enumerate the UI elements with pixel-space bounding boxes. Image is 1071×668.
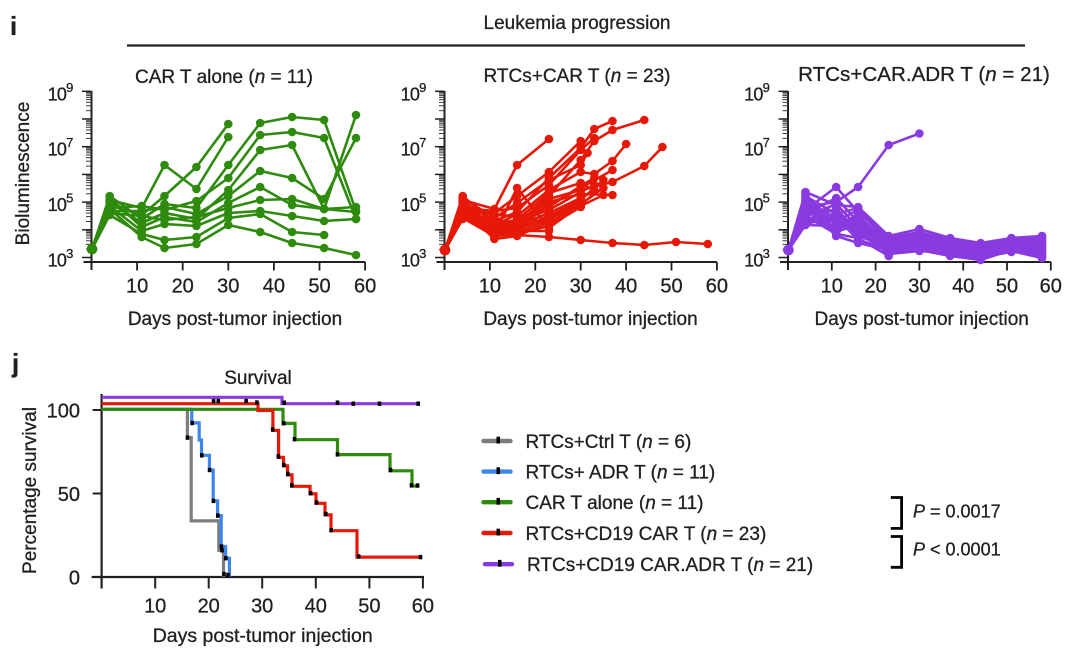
svg-text:100: 100 [47,400,80,422]
svg-text:Bioluminescence: Bioluminescence [13,102,34,246]
svg-text:10: 10 [821,276,843,298]
svg-text:20: 20 [864,276,886,298]
svg-text:30: 30 [908,276,930,298]
svg-text:60: 60 [706,276,728,298]
svg-text:Days post-tumor injection: Days post-tumor injection [153,625,373,647]
svg-text:50: 50 [996,276,1018,298]
svg-text:RTCs+ ADR T (n = 11): RTCs+ ADR T (n = 11) [526,463,716,484]
svg-text:30: 30 [570,276,592,298]
svg-text:RTCs+CD19 CAR.ADR T (n = 21): RTCs+CD19 CAR.ADR T (n = 21) [527,555,813,576]
svg-text:CAR T alone (n = 11): CAR T alone (n = 11) [526,493,704,514]
svg-text:40: 40 [263,276,285,298]
svg-text:CAR T alone (n = 11): CAR T alone (n = 11) [135,67,313,88]
svg-text:50: 50 [660,276,682,298]
svg-text:Days post-tumor injection: Days post-tumor injection [128,309,342,330]
svg-text:RTCs+CAR.ADR T (n = 21): RTCs+CAR.ADR T (n = 21) [798,63,1050,86]
svg-text:50: 50 [58,484,80,506]
svg-text:P = 0.0017: P = 0.0017 [913,502,1001,522]
svg-text:i: i [10,11,17,41]
svg-text:50: 50 [358,596,380,618]
svg-text:Leukemia progression: Leukemia progression [484,13,671,34]
svg-text:40: 40 [305,596,327,618]
svg-text:40: 40 [952,276,974,298]
svg-text:10: 10 [144,596,166,618]
svg-text:P < 0.0001: P < 0.0001 [913,540,1001,560]
svg-text:j: j [11,348,19,378]
svg-text:20: 20 [524,276,546,298]
svg-text:30: 30 [217,276,239,298]
svg-text:Days post-tumor injection: Days post-tumor injection [483,309,697,330]
svg-text:10: 10 [479,276,501,298]
svg-text:20: 20 [198,596,220,618]
svg-text:RTCs+Ctrl T (n = 6): RTCs+Ctrl T (n = 6) [526,432,692,453]
svg-text:RTCs+CAR T (n = 23): RTCs+CAR T (n = 23) [484,66,671,87]
svg-text:10: 10 [126,276,148,298]
svg-text:103: 103 [48,246,73,271]
svg-text:60: 60 [354,276,376,298]
svg-text:Survival: Survival [224,368,292,389]
svg-text:105: 105 [48,191,73,216]
svg-text:60: 60 [412,596,434,618]
svg-text:40: 40 [615,276,637,298]
svg-text:RTCs+CD19 CAR T (n = 23): RTCs+CD19 CAR T (n = 23) [526,524,767,545]
svg-text:107: 107 [744,135,769,160]
svg-text:Percentage survival: Percentage survival [20,407,41,574]
svg-text:60: 60 [1040,276,1062,298]
svg-text:30: 30 [251,596,273,618]
svg-text:0: 0 [69,567,80,589]
svg-text:20: 20 [172,276,194,298]
svg-text:50: 50 [308,276,330,298]
svg-text:Days post-tumor injection: Days post-tumor injection [815,309,1029,330]
